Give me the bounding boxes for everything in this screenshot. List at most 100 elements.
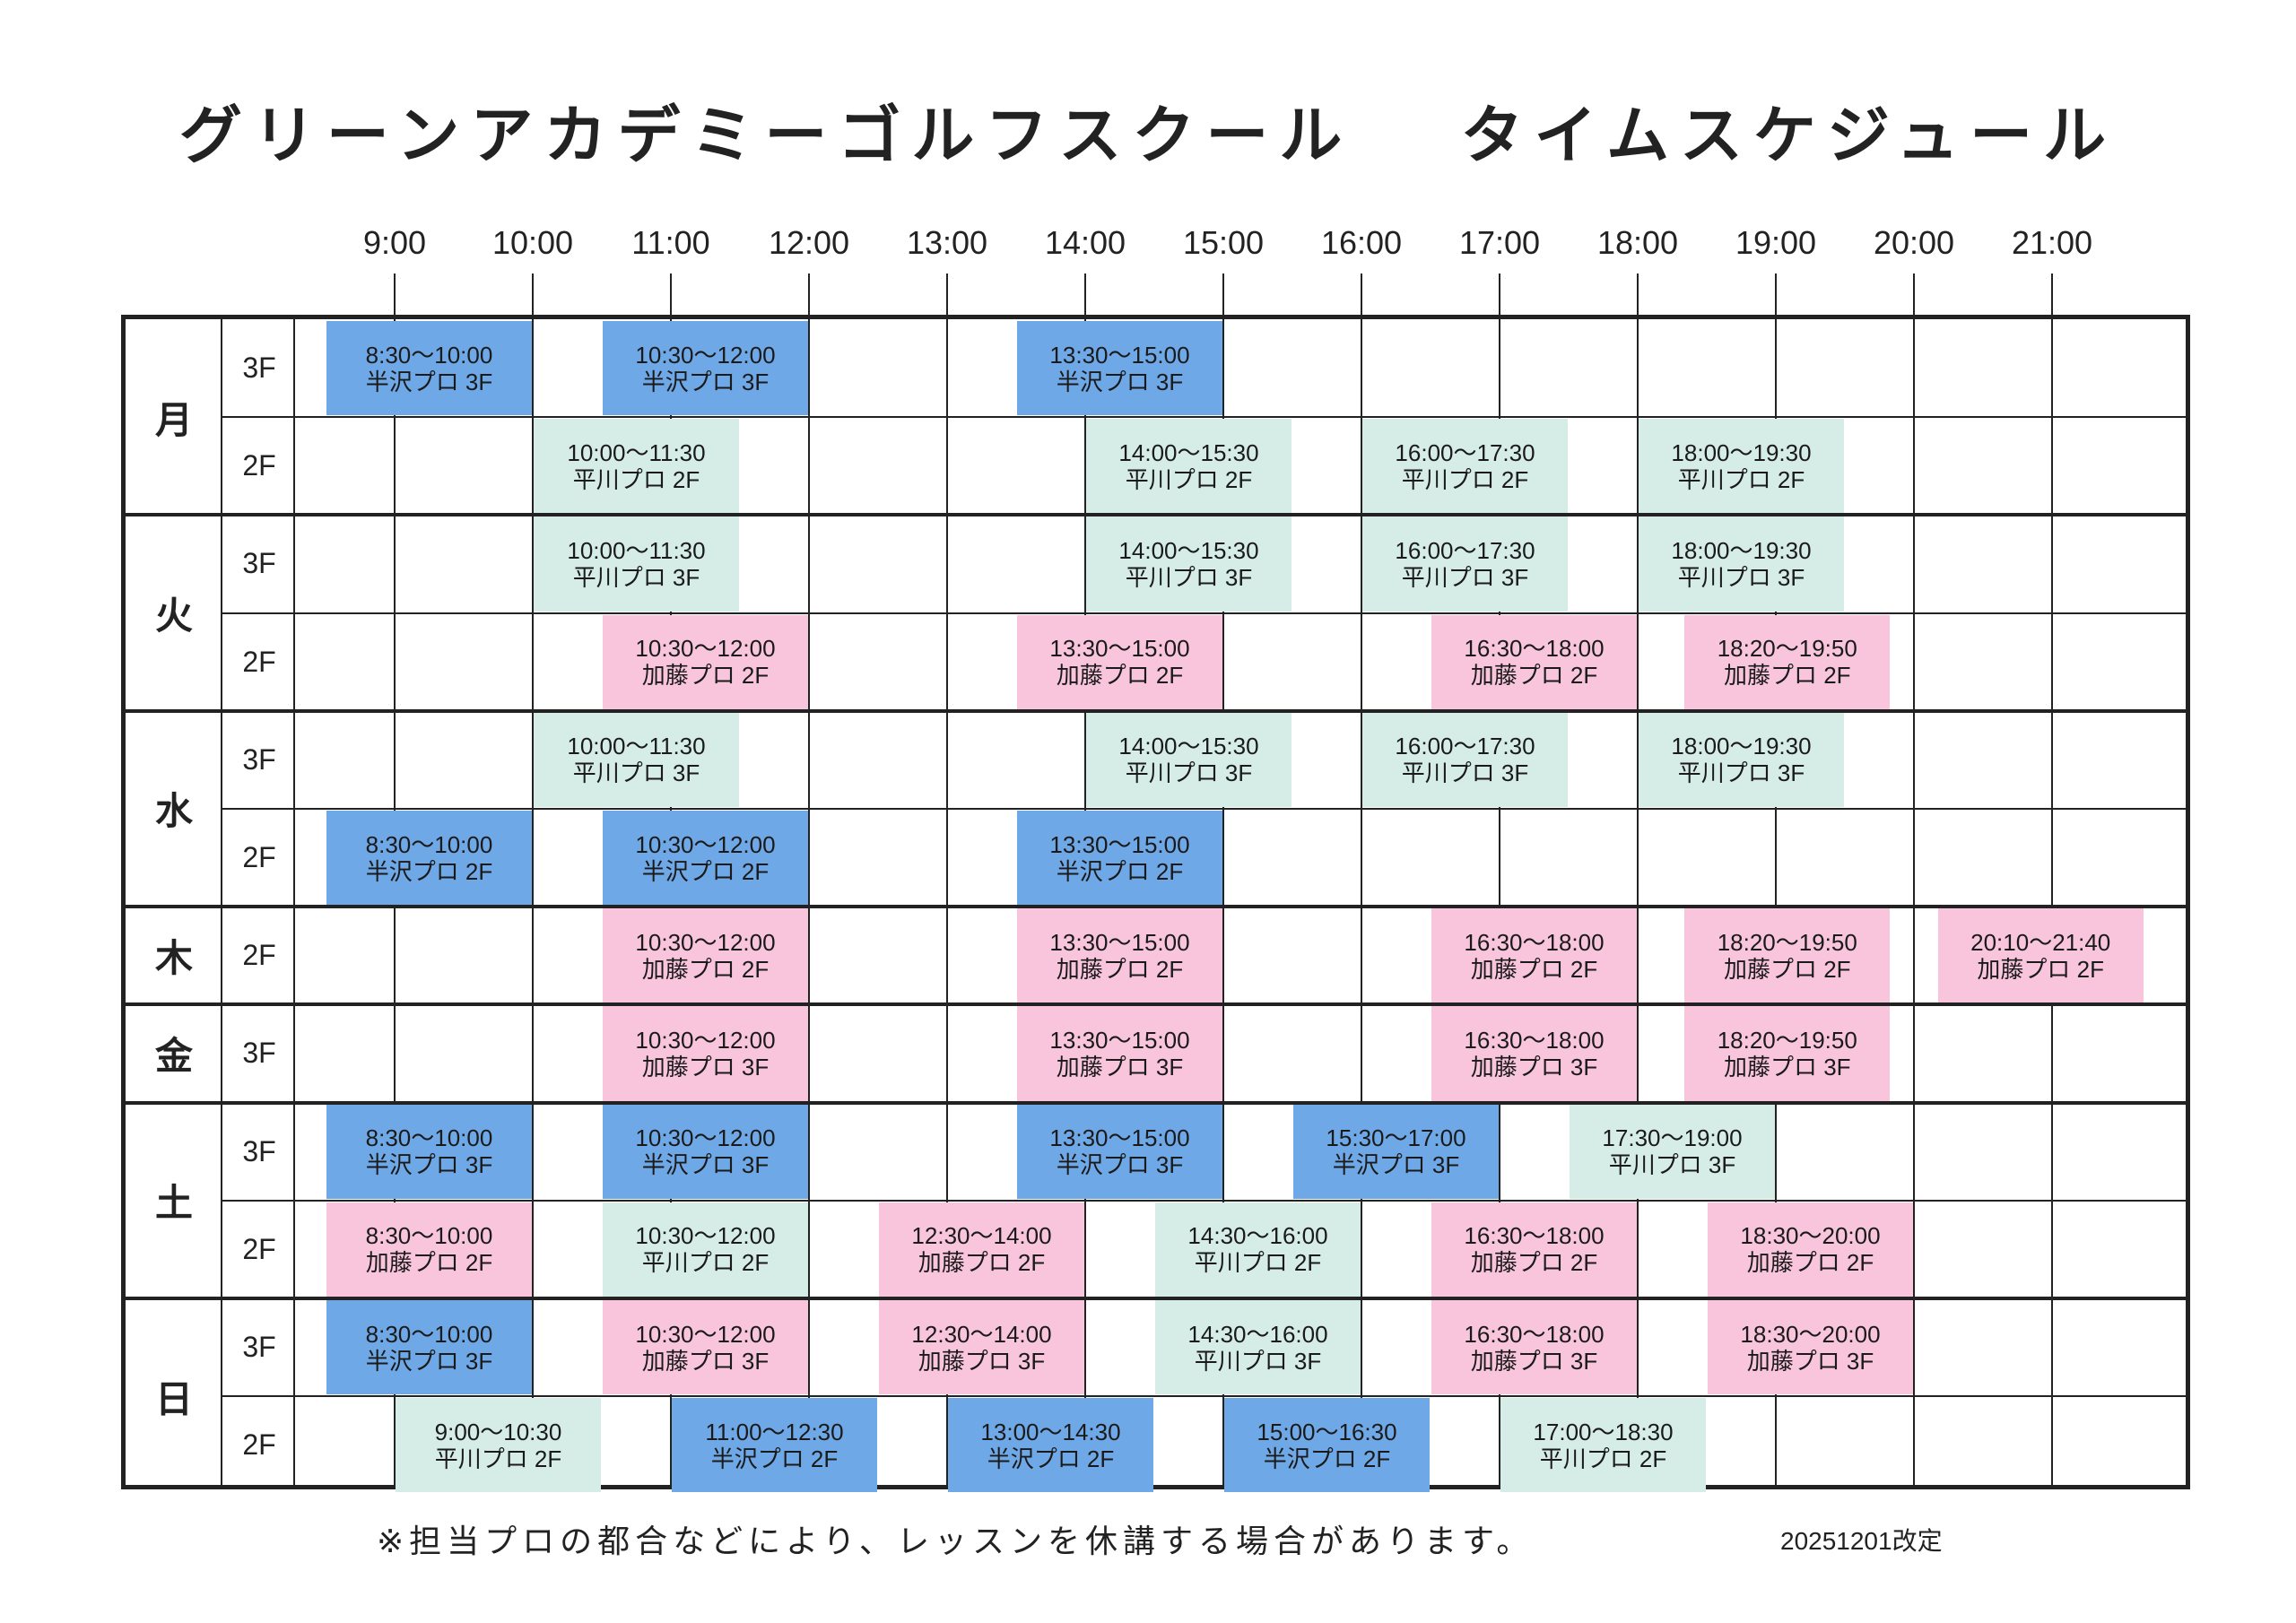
lesson-block: 18:30〜20:00 加藤プロ 3F: [1708, 1300, 1913, 1395]
lesson-block: 8:30〜10:00 加藤プロ 2F: [326, 1202, 532, 1297]
floor-label: 2F: [242, 1232, 276, 1265]
day-label: 水: [154, 789, 193, 834]
lesson-instructor: 平川プロ 3F: [1677, 563, 1805, 591]
revision-date: 20251201改定: [1780, 1527, 1943, 1555]
hour-gridline: [2051, 319, 2053, 1485]
lesson-time: 8:30〜10:00: [365, 1320, 493, 1348]
lesson-instructor: 平川プロ 3F: [1125, 759, 1253, 787]
lesson-time: 12:30〜14:00: [911, 1320, 1052, 1348]
floor-label: 2F: [242, 449, 276, 482]
lesson-block: 18:20〜19:50 加藤プロ 3F: [1684, 1006, 1891, 1101]
lesson-block: 12:30〜14:00 加藤プロ 3F: [879, 1300, 1084, 1395]
hour-label: 17:00: [1458, 224, 1541, 261]
lesson-instructor: 加藤プロ 3F: [918, 1347, 1046, 1375]
lesson-time: 13:30〜15:00: [1049, 341, 1190, 369]
lesson-block: 15:00〜16:30 半沢プロ 2F: [1224, 1398, 1430, 1493]
lesson-time: 20:10〜21:40: [1970, 928, 2111, 956]
school-name: グリーンアカデミーゴルフスクール: [178, 99, 1353, 172]
cancellation-note: ※担当プロの都合などにより、レッスンを休講する場合があります。: [377, 1523, 1535, 1560]
hour-label: 10:00: [491, 224, 574, 261]
lesson-instructor: 加藤プロ 2F: [918, 1249, 1046, 1277]
lesson-time: 15:00〜16:30: [1257, 1418, 1397, 1445]
lesson-instructor: 半沢プロ 2F: [1263, 1445, 1391, 1472]
lesson-instructor: 平川プロ 2F: [641, 1249, 770, 1277]
lesson-instructor: 加藤プロ 2F: [1056, 955, 1184, 983]
lesson-instructor: 加藤プロ 3F: [1056, 1053, 1184, 1081]
lesson-time: 13:30〜15:00: [1049, 830, 1190, 858]
hour-label: 18:00: [1596, 224, 1679, 261]
day-row-divider: [126, 513, 2186, 517]
lesson-block: 18:00〜19:30 平川プロ 3F: [1639, 516, 1844, 612]
lesson-time: 10:30〜12:00: [635, 830, 776, 858]
lesson-block: 16:00〜17:30 平川プロ 2F: [1362, 419, 1568, 514]
lesson-time: 10:00〜11:30: [567, 536, 706, 564]
lesson-time: 17:00〜18:30: [1533, 1418, 1674, 1445]
lesson-time: 17:30〜19:00: [1602, 1124, 1743, 1152]
hour-gridline: [808, 319, 810, 1485]
lesson-time: 8:30〜10:00: [365, 1222, 493, 1250]
hour-gridline: [532, 319, 534, 1485]
day-column-divider: [221, 319, 222, 1485]
lesson-time: 9:00〜10:30: [434, 1418, 562, 1445]
lesson-instructor: 加藤プロ 3F: [641, 1347, 770, 1375]
lesson-time: 16:00〜17:30: [1395, 438, 1535, 466]
lesson-instructor: 加藤プロ 2F: [641, 662, 770, 690]
day-label: 木: [154, 936, 193, 981]
lesson-instructor: 平川プロ 3F: [1125, 563, 1253, 591]
lesson-time: 13:30〜15:00: [1049, 928, 1190, 956]
hour-tick: [1499, 273, 1500, 315]
day-label: 月: [154, 397, 193, 442]
lesson-instructor: 平川プロ 3F: [1401, 563, 1529, 591]
lesson-instructor: 加藤プロ 2F: [1470, 955, 1598, 983]
hour-gridline: [1222, 319, 1224, 1485]
lesson-instructor: 半沢プロ 2F: [365, 857, 493, 885]
lesson-block: 13:30〜15:00 半沢プロ 2F: [1017, 811, 1222, 906]
lesson-time: 14:00〜15:30: [1118, 536, 1259, 564]
lesson-block: 14:30〜16:00 平川プロ 3F: [1155, 1300, 1361, 1395]
lesson-block: 10:00〜11:30 平川プロ 2F: [534, 419, 739, 514]
lesson-instructor: 加藤プロ 2F: [1470, 1249, 1598, 1277]
lesson-instructor: 半沢プロ 2F: [1056, 857, 1184, 885]
hour-tick: [1361, 273, 1362, 315]
lesson-block: 10:30〜12:00 平川プロ 2F: [603, 1202, 808, 1297]
floor-label: 2F: [242, 645, 276, 678]
floor-row-divider: [221, 1199, 2186, 1202]
lesson-time: 8:30〜10:00: [365, 830, 493, 858]
lesson-block: 13:30〜15:00 半沢プロ 3F: [1017, 1104, 1222, 1199]
lesson-instructor: 半沢プロ 3F: [641, 368, 770, 395]
lesson-block: 15:30〜17:00 半沢プロ 3F: [1293, 1104, 1499, 1199]
schedule-grid: 3F 2F 月 3F 2F 火 3F 2F 水 2F 木 3F 金 3F 2F 土 3F 2F 日 8:30〜10:0…: [121, 315, 2190, 1493]
hour-gridline: [1361, 319, 1362, 1485]
lesson-block: 17:00〜18:30 平川プロ 2F: [1500, 1398, 1706, 1493]
day-row-divider: [126, 1100, 2186, 1105]
lesson-instructor: 半沢プロ 3F: [1056, 368, 1184, 395]
floor-label: 2F: [242, 939, 276, 972]
lesson-block: 13:30〜15:00 加藤プロ 3F: [1017, 1006, 1222, 1101]
lesson-instructor: 加藤プロ 2F: [1470, 662, 1598, 690]
lesson-block: 10:30〜12:00 半沢プロ 2F: [603, 811, 808, 906]
lesson-instructor: 加藤プロ 3F: [641, 1053, 770, 1081]
lesson-instructor: 平川プロ 3F: [1194, 1347, 1322, 1375]
lesson-time: 16:00〜17:30: [1395, 733, 1535, 760]
lesson-instructor: 加藤プロ 3F: [1470, 1053, 1598, 1081]
hour-tick: [1222, 273, 1224, 315]
lesson-time: 15:30〜17:00: [1326, 1124, 1466, 1152]
lesson-time: 18:30〜20:00: [1740, 1320, 1881, 1348]
hour-tick: [1084, 273, 1086, 315]
lesson-block: 10:30〜12:00 加藤プロ 2F: [603, 908, 808, 1003]
hour-gridline: [1775, 319, 1777, 1485]
lesson-instructor: 半沢プロ 3F: [1332, 1151, 1460, 1179]
lesson-block: 16:00〜17:30 平川プロ 3F: [1362, 712, 1568, 807]
page-title: グリーンアカデミーゴルフスクール タイムスケジュール: [0, 85, 2296, 176]
lesson-time: 10:30〜12:00: [635, 928, 776, 956]
lesson-block: 13:30〜15:00 加藤プロ 2F: [1017, 908, 1222, 1003]
hour-gridline: [1499, 319, 1500, 1485]
hour-gridline: [1913, 319, 1915, 1485]
lesson-block: 16:30〜18:00 加藤プロ 2F: [1431, 908, 1637, 1003]
hour-label: 21:00: [2011, 224, 2093, 261]
lesson-block: 8:30〜10:00 半沢プロ 3F: [326, 1300, 532, 1395]
hour-tick: [1913, 273, 1915, 315]
lesson-block: 10:30〜12:00 加藤プロ 3F: [603, 1300, 808, 1395]
day-row-divider: [126, 708, 2186, 713]
floor-label: 3F: [242, 742, 276, 776]
